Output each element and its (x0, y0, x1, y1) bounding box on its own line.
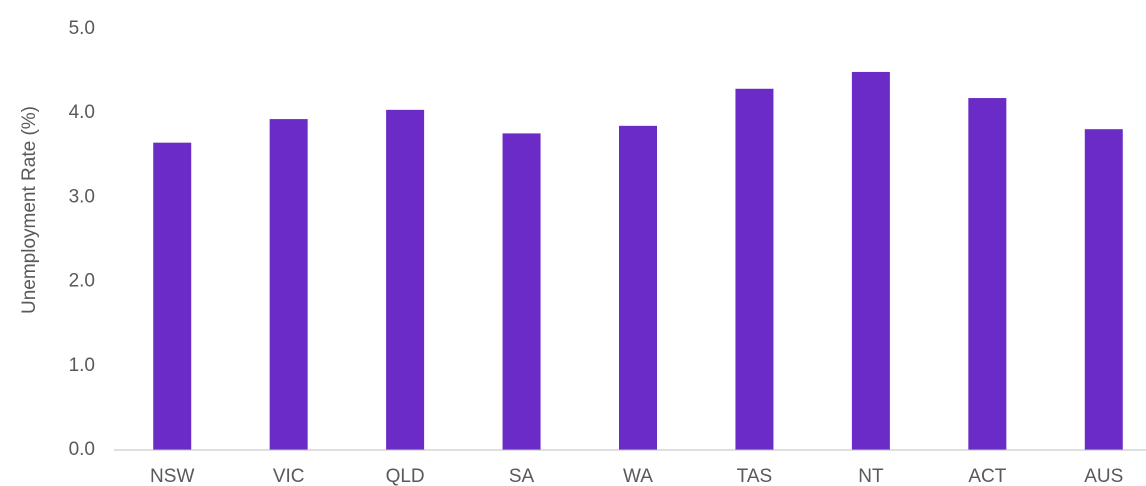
y-axis-label: Unemployment Rate (%) (19, 106, 40, 314)
x-tick-label: NSW (150, 466, 194, 486)
x-tick-label: AUS (1084, 466, 1123, 486)
x-tick-label: ACT (968, 466, 1006, 486)
y-tick-label: 0.0 (69, 439, 95, 460)
y-tick-label: 2.0 (69, 271, 95, 292)
x-tick-label: QLD (386, 466, 425, 486)
y-tick-label: 3.0 (69, 186, 95, 207)
bar (1084, 129, 1123, 450)
bar (968, 98, 1007, 450)
bar (153, 142, 192, 451)
bar (386, 109, 425, 450)
bar (851, 71, 890, 450)
x-tick-label: NT (858, 466, 884, 486)
y-tick-label: 5.0 (69, 18, 95, 39)
y-tick-label: 4.0 (69, 102, 95, 123)
bar (735, 88, 774, 451)
x-tick-label: SA (509, 466, 535, 486)
bar (269, 119, 308, 451)
bar (502, 133, 541, 450)
x-tick-label: VIC (273, 466, 305, 486)
x-tick-label: TAS (737, 466, 773, 486)
bar (619, 125, 657, 450)
x-tick-label: WA (623, 466, 653, 486)
y-tick-label: 1.0 (69, 355, 95, 376)
